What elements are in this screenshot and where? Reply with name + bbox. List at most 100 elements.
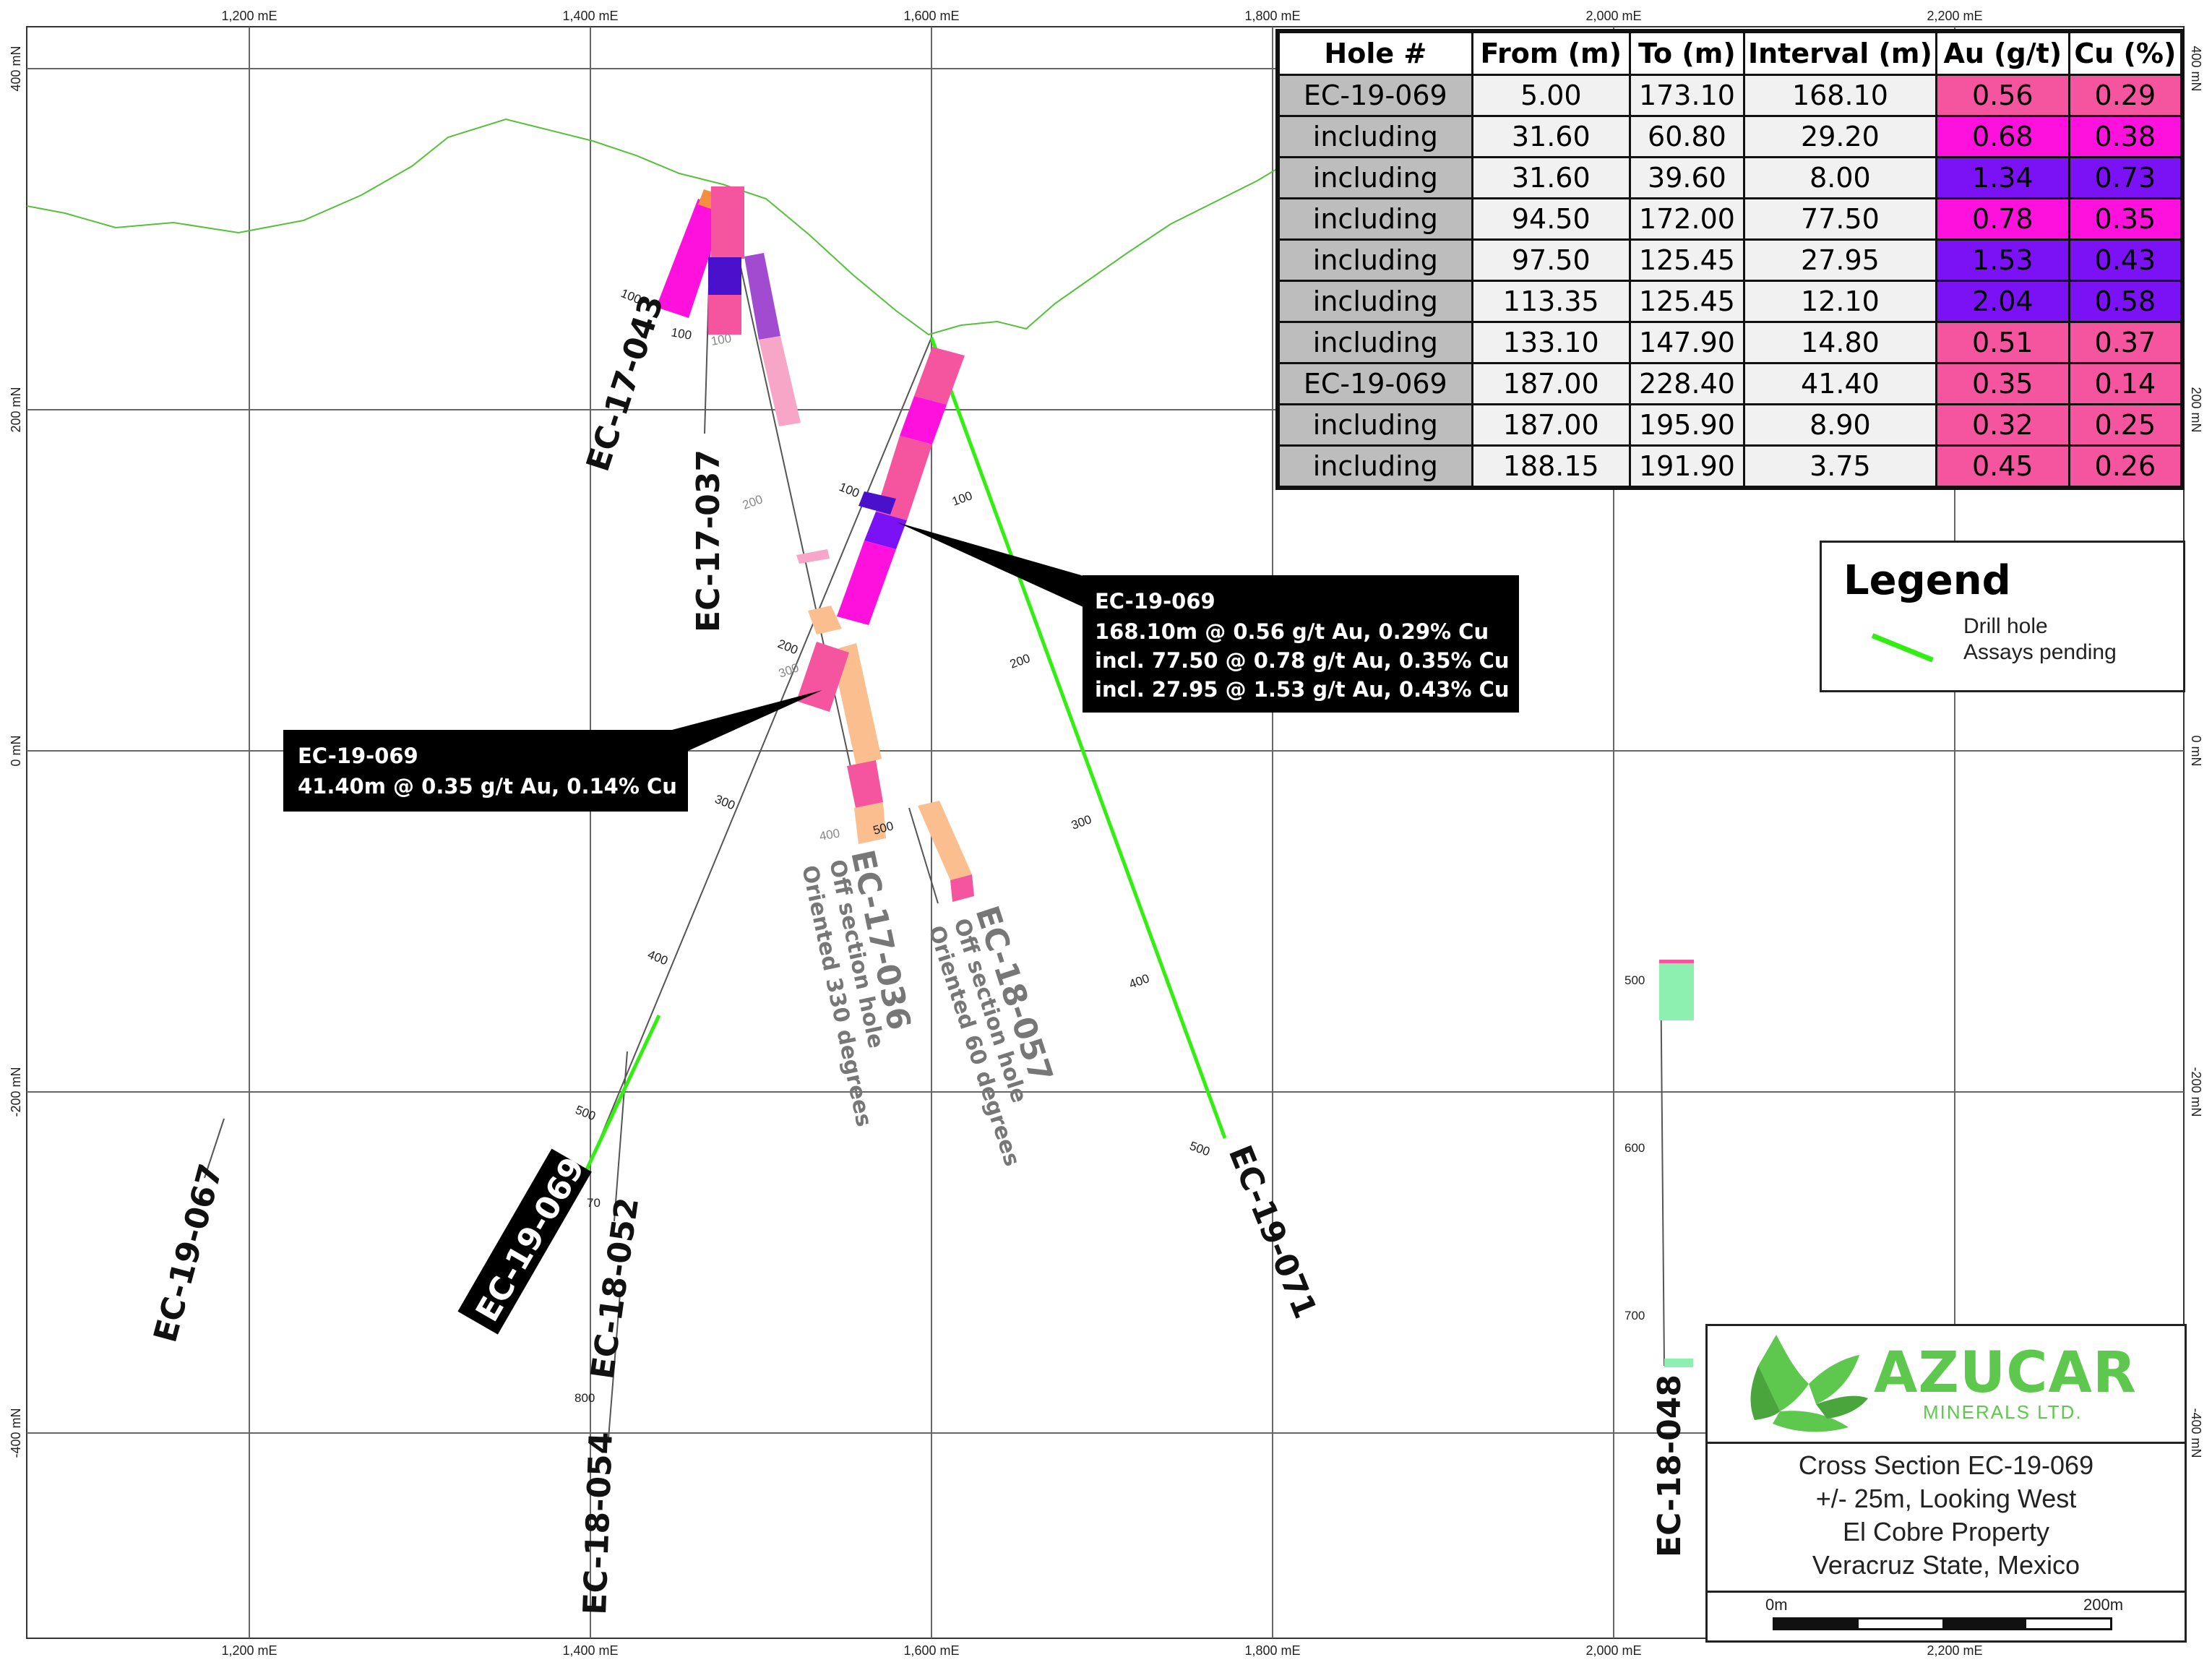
header-interval: Interval (m) bbox=[1742, 30, 1937, 76]
hole-label-ec-19-067: EC-19-067 bbox=[147, 1160, 230, 1346]
depth-marker: 70 bbox=[587, 1196, 601, 1210]
cu-cell: 0.73 bbox=[2067, 156, 2184, 199]
easting-label: 1,600 mE bbox=[903, 9, 959, 23]
northing-label: 0 mN bbox=[9, 735, 23, 766]
depth-marker: 200 bbox=[1008, 651, 1032, 671]
hole-label-ec-17-037: EC-17-037 bbox=[690, 449, 727, 632]
trace-ec-19-071 bbox=[929, 337, 1227, 1139]
table-row: including 113.35 125.45 12.10 2.04 0.58 bbox=[1276, 280, 2184, 323]
header-au: Au (g/t) bbox=[1935, 30, 2070, 76]
hole-cell: including bbox=[1276, 444, 1473, 489]
to-cell: 125.45 bbox=[1628, 238, 1745, 282]
assay-interval bbox=[831, 643, 882, 766]
to-cell: 173.10 bbox=[1628, 74, 1745, 117]
to-cell: 172.00 bbox=[1628, 197, 1745, 241]
callout-upper-box bbox=[1083, 575, 1519, 713]
northing-label: -200 mN bbox=[2189, 1067, 2203, 1117]
interval-cell: 3.75 bbox=[1742, 444, 1937, 489]
hole-cell: including bbox=[1276, 321, 1473, 364]
assay-interval bbox=[1659, 960, 1694, 963]
depth-marker: 300 bbox=[713, 792, 737, 812]
callout-upper-line2: 168.10m @ 0.56 g/t Au, 0.29% Cu bbox=[1095, 619, 1489, 644]
title-line1: Cross Section EC-19-069 bbox=[1798, 1450, 2094, 1480]
au-cell: 1.53 bbox=[1935, 238, 2070, 282]
hole-label-ec-18-048: EC-18-048 bbox=[1651, 1374, 1688, 1557]
northing-label: -400 mN bbox=[9, 1408, 23, 1458]
legend-drill-hole-line bbox=[1871, 633, 1934, 663]
cu-cell: 0.43 bbox=[2067, 238, 2184, 282]
depth-marker: 500 bbox=[574, 1103, 598, 1123]
callout-lower-box bbox=[283, 730, 688, 812]
leaf-logo-icon bbox=[1750, 1335, 1868, 1432]
callout-upper-line3: incl. 77.50 @ 0.78 g/t Au, 0.35% Cu bbox=[1095, 648, 1510, 673]
depth-marker: 100 bbox=[710, 331, 732, 348]
table-header-row: Hole # From (m) To (m) Interval (m) Au (… bbox=[1276, 30, 2184, 76]
from-cell: 187.00 bbox=[1471, 403, 1631, 447]
interval-cell: 168.10 bbox=[1742, 74, 1937, 117]
hole-cell: including bbox=[1276, 280, 1473, 323]
table-row: including 133.10 147.90 14.80 0.51 0.37 bbox=[1276, 321, 2184, 364]
from-cell: 5.00 bbox=[1471, 74, 1631, 117]
assay-interval bbox=[847, 760, 883, 808]
easting-label: 1,200 mE bbox=[221, 9, 277, 23]
assay-table: Hole # From (m) To (m) Interval (m) Au (… bbox=[1275, 29, 2185, 490]
cu-cell: 0.38 bbox=[2067, 115, 2184, 158]
interval-cell: 8.00 bbox=[1742, 156, 1937, 199]
au-cell: 1.34 bbox=[1935, 156, 2070, 199]
title-line2: +/- 25m, Looking West bbox=[1815, 1484, 2077, 1513]
table-row: including 97.50 125.45 27.95 1.53 0.43 bbox=[1276, 238, 2184, 282]
assay-interval bbox=[837, 541, 896, 625]
depth-marker: 200 bbox=[776, 637, 800, 657]
from-cell: 31.60 bbox=[1471, 115, 1631, 158]
from-cell: 187.00 bbox=[1471, 362, 1631, 405]
depth-marker: 400 bbox=[1127, 971, 1151, 991]
cu-cell: 0.35 bbox=[2067, 197, 2184, 241]
northing-labels-left: 400 mN 200 mN 0 mN -200 mN -400 mN bbox=[9, 46, 23, 1458]
to-cell: 39.60 bbox=[1628, 156, 1745, 199]
title-block: AZUCAR MINERALS LTD. Cross Section EC-19… bbox=[1705, 1324, 2187, 1643]
northing-label: 400 mN bbox=[2189, 46, 2203, 91]
table-body: EC-19-069 5.00 173.10 168.10 0.56 0.29 includi… bbox=[1276, 74, 2184, 489]
easting-label: 2,200 mE bbox=[1927, 1643, 1982, 1658]
table-row: including 187.00 195.90 8.90 0.32 0.25 bbox=[1276, 403, 2184, 447]
easting-label: 2,200 mE bbox=[1927, 9, 1982, 23]
hole-cell: including bbox=[1276, 403, 1473, 447]
easting-label: 1,400 mE bbox=[562, 9, 618, 23]
hole-cell: including bbox=[1276, 238, 1473, 282]
interval-cell: 14.80 bbox=[1742, 321, 1937, 364]
cu-cell: 0.58 bbox=[2067, 280, 2184, 323]
assays-pending-traces bbox=[585, 337, 1227, 1171]
table-row: EC-19-069 187.00 228.40 41.40 0.35 0.14 bbox=[1276, 362, 2184, 405]
hole-label-ec-19-069: EC-19-069 bbox=[469, 1151, 593, 1328]
title-line4: Veracruz State, Mexico bbox=[1812, 1550, 2080, 1580]
assays-ec-18-057 bbox=[918, 801, 974, 902]
scale-end-label: 200m bbox=[2083, 1596, 2124, 1614]
au-cell: 0.68 bbox=[1935, 115, 2070, 158]
to-cell: 228.40 bbox=[1628, 362, 1745, 405]
callout-lower-line2: 41.40m @ 0.35 g/t Au, 0.14% Cu bbox=[298, 774, 677, 799]
assay-interval bbox=[900, 396, 947, 444]
depth-marker: 100 bbox=[950, 489, 974, 509]
company-subtitle: MINERALS LTD. bbox=[1923, 1401, 2083, 1423]
easting-label: 1,800 mE bbox=[1244, 9, 1300, 23]
depth-marker: 500 bbox=[1624, 973, 1645, 987]
callout-upper-line4: incl. 27.95 @ 1.53 g/t Au, 0.43% Cu bbox=[1095, 677, 1510, 702]
depth-marker: 500 bbox=[1188, 1139, 1212, 1159]
table-row: including 94.50 172.00 77.50 0.78 0.35 bbox=[1276, 197, 2184, 241]
easting-labels-bottom: 1,200 mE 1,400 mE 1,600 mE 1,800 mE 2,00… bbox=[221, 1643, 1982, 1658]
from-cell: 133.10 bbox=[1471, 321, 1631, 364]
interval-cell: 41.40 bbox=[1742, 362, 1937, 405]
to-cell: 60.80 bbox=[1628, 115, 1745, 158]
northing-label: -200 mN bbox=[9, 1067, 23, 1117]
hole-label-ec-18-054: EC-18-054 bbox=[577, 1432, 620, 1616]
company-logo: AZUCAR MINERALS LTD. bbox=[1708, 1326, 2185, 1444]
assay-interval bbox=[656, 199, 725, 318]
to-cell: 147.90 bbox=[1628, 321, 1745, 364]
depth-marker: 100 bbox=[670, 325, 692, 343]
assay-interval bbox=[914, 347, 965, 405]
legend-item-line2: Assays pending bbox=[1963, 640, 2117, 664]
au-cell: 2.04 bbox=[1935, 280, 2070, 323]
header-cu: Cu (%) bbox=[2067, 30, 2184, 76]
to-cell: 195.90 bbox=[1628, 403, 1745, 447]
easting-label: 1,200 mE bbox=[221, 1643, 277, 1658]
